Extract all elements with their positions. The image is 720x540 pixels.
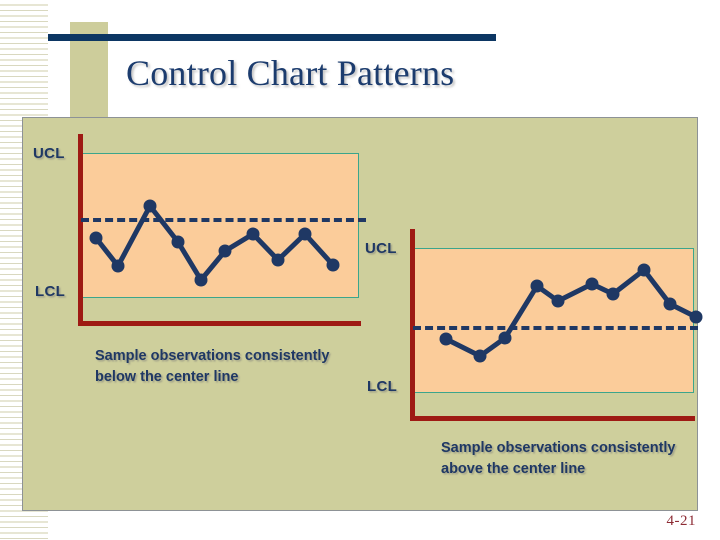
chart2-center-line — [413, 326, 698, 330]
chart2-y-axis — [410, 229, 415, 421]
chart1-x-axis — [78, 321, 361, 326]
chart2-x-axis — [410, 416, 695, 421]
chart1-lcl-label: LCL — [35, 283, 66, 300]
page-title: Control Chart Patterns — [126, 53, 455, 93]
chart1-series — [89, 199, 340, 287]
chart2-ucl-label: UCL — [365, 240, 397, 257]
chart2-series-line — [443, 267, 699, 359]
chart1-ucl-label: UCL — [33, 145, 65, 162]
chart1-series-line — [93, 203, 336, 283]
control-chart-below: UCL LCL — [23, 118, 373, 408]
chart1-markers — [89, 199, 340, 287]
chart2-lcl-label: LCL — [367, 378, 398, 395]
chart1-center-line — [81, 218, 366, 222]
page-number: 4-21 — [666, 513, 696, 529]
content-panel: UCL LCL — [22, 117, 703, 511]
title-rule — [48, 34, 496, 41]
chart1-y-axis — [78, 134, 83, 326]
chart1-caption: Sample observations consistently below t… — [95, 348, 330, 385]
chart2-markers — [439, 263, 703, 363]
control-chart-above: UCL LCL — [353, 216, 703, 506]
chart2-caption: Sample observations consistently above t… — [441, 440, 676, 477]
chart2-series — [439, 263, 703, 363]
